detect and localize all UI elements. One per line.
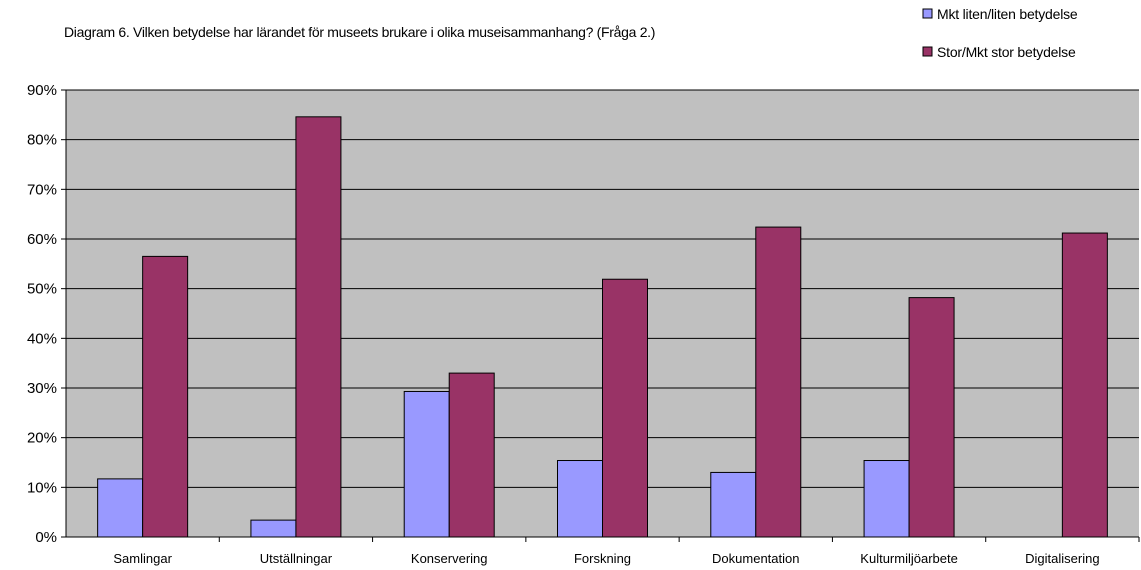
y-tick-label: 40%: [27, 330, 57, 347]
bar-high: [1061, 232, 1108, 538]
legend-label-low: Mkt liten/liten betydelse: [937, 6, 1078, 22]
axes: [61, 89, 1140, 542]
y-tick-label: 10%: [27, 479, 57, 496]
y-tick-label: 30%: [27, 380, 57, 397]
bar-low: [97, 478, 144, 538]
bar-low: [250, 519, 297, 538]
bar-low: [403, 390, 450, 538]
x-tick-labels: Samlingar Utställningar Konservering Forskn…: [113, 551, 1099, 566]
y-tick-label: 50%: [27, 281, 57, 298]
y-tick-label: 90%: [27, 82, 57, 99]
x-tick-label: Dokumentation: [712, 551, 799, 566]
bar-high: [602, 278, 648, 538]
bar-high: [295, 116, 342, 538]
x-tick-label: Forskning: [574, 551, 631, 566]
legend-swatch-low: [922, 8, 933, 19]
legend-label-high: Stor/Mkt stor betydelse: [937, 44, 1076, 60]
y-tick-label: 70%: [27, 181, 57, 198]
bar-low: [557, 460, 603, 538]
bar-low: [863, 460, 910, 538]
x-tick-label: Konservering: [411, 551, 488, 566]
x-tick-label: Samlingar: [113, 551, 172, 566]
y-tick-label: 0%: [35, 529, 57, 546]
x-tick-label: Utställningar: [260, 551, 333, 566]
y-tick-label: 80%: [27, 132, 57, 149]
chart-title: Diagram 6. Vilken betydelse har lärandet…: [64, 24, 655, 40]
y-tick-label: 60%: [27, 231, 57, 248]
x-tick-label: Digitalisering: [1025, 551, 1099, 566]
bars: [97, 116, 1108, 538]
bar-low: [710, 471, 757, 538]
bar-high: [908, 297, 955, 538]
legend: Mkt liten/liten betydelse Stor/Mkt stor …: [922, 6, 1078, 60]
y-tick-label: 20%: [27, 430, 57, 447]
bar-high: [755, 226, 802, 538]
bar-high: [142, 255, 189, 538]
legend-swatch-high: [922, 46, 933, 57]
bar-high: [448, 372, 495, 538]
y-tick-labels: 0% 10% 20% 30% 40% 50% 60% 70% 80% 90%: [27, 82, 57, 546]
x-tick-label: Kulturmiljöarbete: [860, 551, 958, 566]
